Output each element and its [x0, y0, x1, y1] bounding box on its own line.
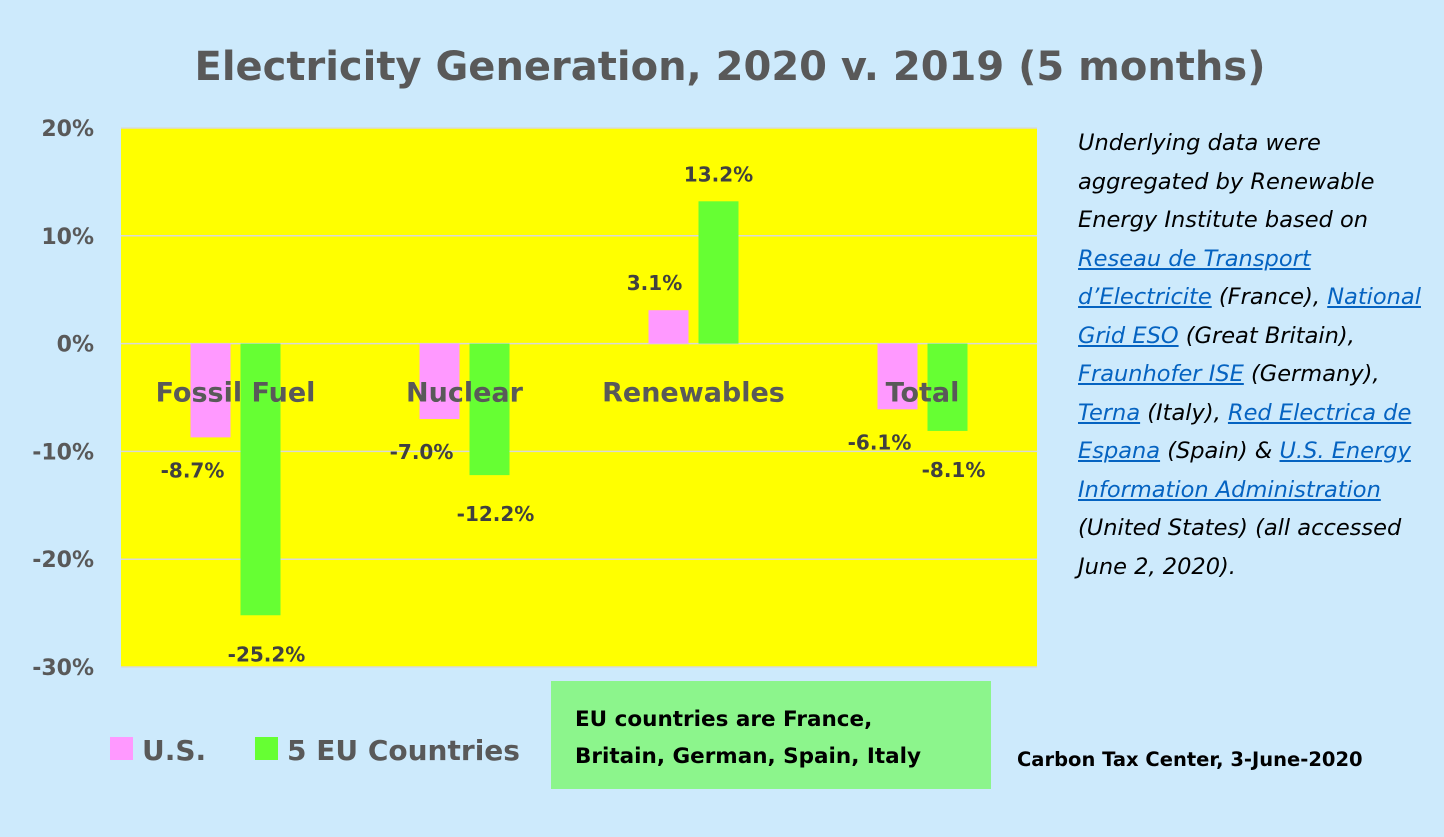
source-link[interactable]: Reseau de Transport d’Electricite — [1078, 245, 1311, 311]
source-link[interactable]: Fraunhofer ISE — [1078, 361, 1244, 387]
eu-box-line-1: EU countries are France, — [575, 707, 873, 732]
data-label: 3.1% — [627, 271, 682, 295]
y-tick-label: -20% — [32, 548, 94, 573]
source-country: (Spain) & — [1160, 438, 1280, 464]
y-tick-label: -30% — [32, 656, 94, 681]
category-label: Renewables — [602, 378, 785, 409]
legend-swatch — [110, 737, 133, 760]
bar-eu-nuclear — [469, 343, 510, 476]
bar-us-total — [877, 343, 918, 410]
source-link[interactable]: Terna — [1078, 399, 1141, 426]
source-link[interactable]: National Grid ESO — [1078, 284, 1421, 349]
y-tick-label: 0% — [57, 333, 94, 358]
y-axis: 20% 10% 0% -10% -20% -30% — [32, 117, 94, 681]
bar-eu-total — [927, 343, 968, 431]
data-label: -8.7% — [161, 458, 225, 482]
data-label: 13.2% — [684, 162, 753, 186]
y-tick-label: -10% — [32, 440, 94, 465]
source-country: (United States) (all accessed June 2, 20… — [1078, 515, 1402, 580]
legend-swatch — [255, 737, 278, 760]
bar-us-fossil-fuel — [190, 343, 231, 438]
bar-us-nuclear — [419, 343, 460, 420]
source-note-intro: Underlying data were aggregated by Renew… — [1078, 130, 1375, 233]
legend-label: U.S. — [142, 734, 206, 767]
legend: U.S. 5 EU Countries — [110, 734, 520, 767]
data-label: -12.2% — [457, 502, 535, 526]
data-label: -6.1% — [848, 430, 912, 454]
eu-box-line-2: Britain, German, Spain, Italy — [575, 744, 922, 769]
bars — [190, 201, 968, 616]
source-link[interactable]: Red Electrica de Espana — [1078, 399, 1412, 465]
y-tick-label: 10% — [41, 225, 94, 250]
data-labels: -8.7% -25.2% -7.0% -12.2% 3.1% 13.2% -6.1% -8.1… — [161, 162, 986, 666]
y-tick-label: 20% — [41, 117, 94, 142]
source-country: (Great Britain), — [1178, 322, 1355, 349]
source-link[interactable]: U.S. Energy Information Administration — [1078, 438, 1411, 503]
bar-eu-fossil-fuel — [240, 343, 281, 616]
data-label: -7.0% — [390, 440, 454, 464]
bar-eu-renewables — [698, 201, 739, 344]
source-country: (Germany), — [1243, 361, 1380, 387]
source-note: Underlying data were aggregated by Renew… — [1078, 124, 1428, 586]
category-labels: Fossil Fuel Nuclear Renewables Total — [156, 378, 960, 409]
legend-label: 5 EU Countries — [287, 734, 520, 767]
chart-title: Electricity Generation, 2020 v. 2019 (5 … — [195, 44, 1266, 90]
bar-us-renewables — [648, 310, 689, 344]
eu-countries-box: EU countries are France, Britain, German… — [551, 681, 991, 789]
category-label: Fossil Fuel — [156, 378, 316, 409]
category-label: Nuclear — [406, 378, 524, 409]
data-label: -8.1% — [922, 458, 986, 482]
source-country: (France), — [1211, 284, 1328, 310]
credit-line: Carbon Tax Center, 3-June-2020 — [1017, 748, 1363, 771]
source-country: (Italy), — [1140, 399, 1228, 426]
data-label: -25.2% — [228, 642, 306, 666]
category-label: Total — [886, 378, 960, 409]
